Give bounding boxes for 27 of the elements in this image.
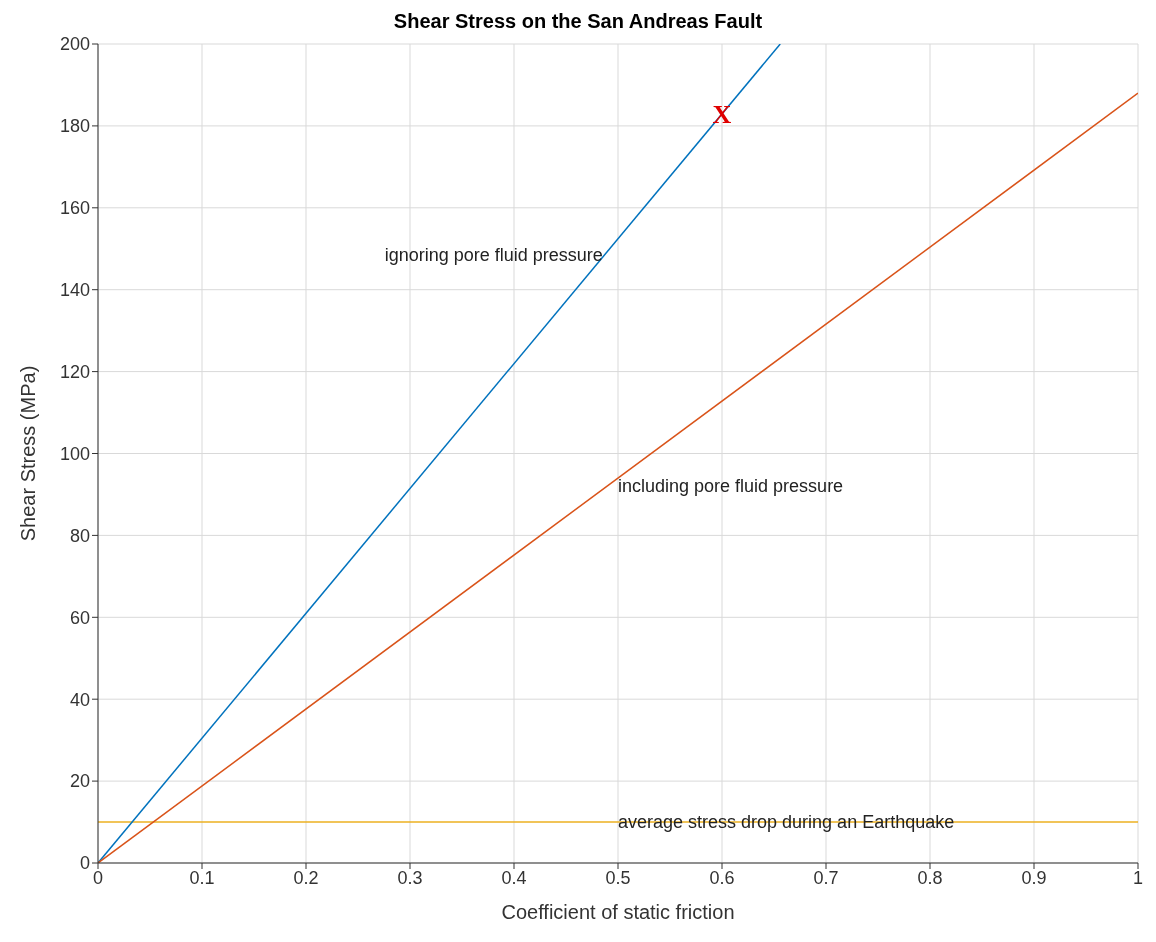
x-tick-label: 0.2 bbox=[293, 867, 319, 888]
x-tick-label: 0.8 bbox=[917, 867, 943, 888]
x-tick-label: 0.9 bbox=[1021, 867, 1047, 888]
series-label: including pore fluid pressure bbox=[618, 476, 844, 497]
x-tick-label: 0 bbox=[92, 867, 104, 888]
chart-title: Shear Stress on the San Andreas Fault bbox=[392, 10, 764, 33]
x-tick-label: 0.5 bbox=[605, 867, 631, 888]
y-tick-label: 20 bbox=[69, 771, 90, 792]
y-tick-label: 140 bbox=[59, 280, 90, 301]
x-tick-label: 0.1 bbox=[189, 867, 215, 888]
y-tick-label: 60 bbox=[69, 607, 90, 628]
y-tick-label: 120 bbox=[59, 361, 90, 382]
y-tick-label: 0 bbox=[79, 853, 90, 874]
y-tick-label: 40 bbox=[69, 689, 90, 710]
series-label: ignoring pore fluid pressure bbox=[384, 244, 603, 265]
y-tick-label: 80 bbox=[69, 525, 90, 546]
x-tick-label: 0.4 bbox=[501, 867, 527, 888]
y-tick-label: 160 bbox=[59, 198, 90, 219]
x-tick-label: 1 bbox=[1132, 867, 1144, 888]
y-axis-title: Shear Stress (MPa) bbox=[17, 365, 40, 542]
x-tick-label: 0.3 bbox=[397, 867, 423, 888]
y-tick-label: 180 bbox=[59, 116, 90, 137]
y-tick-label: 100 bbox=[59, 443, 90, 464]
x-tick-label: 0.7 bbox=[813, 867, 839, 888]
x-axis-title: Coefficient of static friction bbox=[501, 901, 735, 923]
x-tick-label: 0.6 bbox=[709, 867, 735, 888]
y-tick-label: 200 bbox=[59, 34, 90, 55]
